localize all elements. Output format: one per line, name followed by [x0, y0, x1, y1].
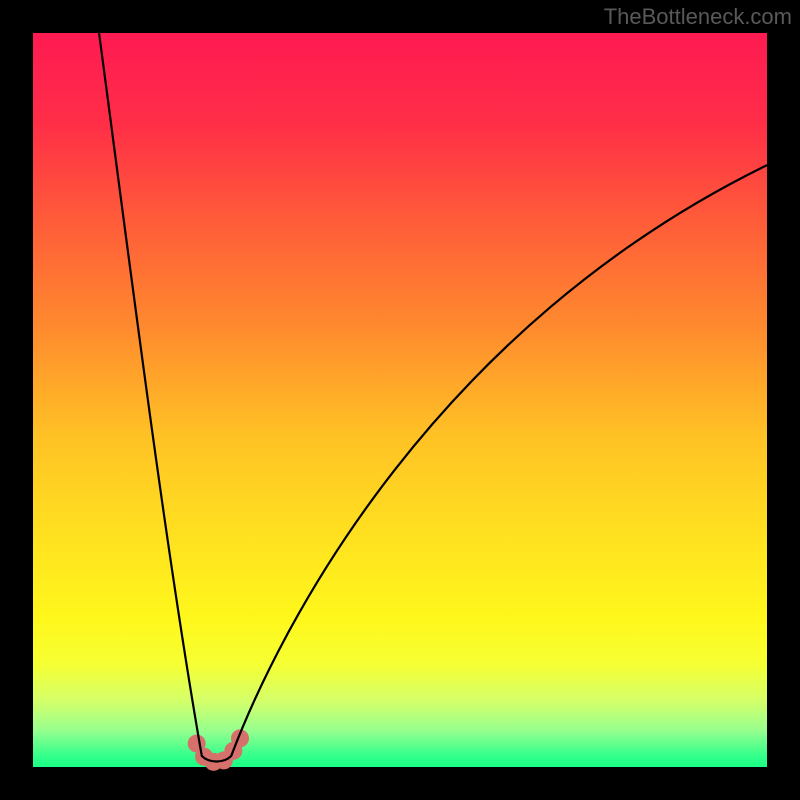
bottleneck-chart	[0, 0, 800, 800]
site-watermark: TheBottleneck.com	[604, 4, 792, 30]
chart-background	[33, 33, 767, 767]
